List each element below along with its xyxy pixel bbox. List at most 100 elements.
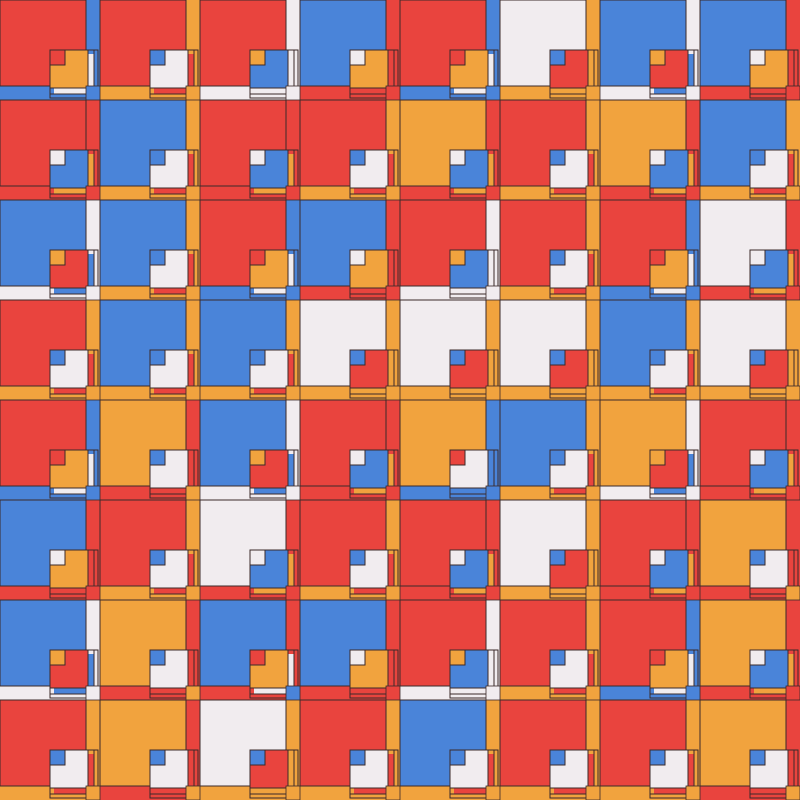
inset-outline [49, 549, 99, 599]
inset-outline [349, 649, 399, 699]
corner-square [149, 249, 166, 266]
corner-square [149, 449, 166, 466]
inset-outline [749, 449, 799, 499]
corner-square [549, 649, 566, 666]
corner-square [749, 549, 766, 566]
corner-square [649, 149, 666, 166]
edge-square [485, 85, 501, 101]
corner-square [449, 649, 466, 666]
inset-outline [249, 149, 299, 199]
corner-square [449, 49, 466, 66]
tile-square [699, 499, 787, 587]
inset-outline [749, 249, 799, 299]
corner-square [149, 349, 166, 366]
inset-outline [49, 449, 99, 499]
corner-square [349, 49, 366, 66]
edge-square [585, 785, 601, 800]
edge-square [685, 585, 701, 601]
inset-outline [349, 449, 399, 499]
corner-square [449, 549, 466, 566]
edge-square [85, 685, 101, 701]
edge-square [385, 785, 401, 800]
corner-square [49, 249, 66, 266]
inset-outline [249, 349, 299, 399]
edge-square [385, 585, 401, 601]
edge-square [385, 285, 401, 301]
edge-square [285, 785, 301, 800]
edge-square [585, 685, 601, 701]
inset-outline [549, 549, 599, 599]
edge-square [285, 185, 301, 201]
inset-outline [149, 349, 199, 399]
inset-outline [649, 49, 699, 99]
edge-square [785, 585, 800, 601]
corner-square [749, 649, 766, 666]
corner-square [349, 249, 366, 266]
corner-square [449, 149, 466, 166]
corner-square [49, 649, 66, 666]
corner-square [649, 349, 666, 366]
inset-outline [49, 649, 99, 699]
edge-square [585, 485, 601, 501]
edge-square [385, 85, 401, 101]
edge-square [385, 485, 401, 501]
edge-square [185, 685, 201, 701]
corner-square [349, 149, 366, 166]
inset-outline [549, 249, 599, 299]
inset-outline [549, 449, 599, 499]
corner-square [749, 249, 766, 266]
edge-square [185, 385, 201, 401]
edge-square [85, 285, 101, 301]
inset-outline [149, 449, 199, 499]
edge-square [485, 685, 501, 701]
inset-outline [649, 549, 699, 599]
corner-square [449, 349, 466, 366]
inset-outline [649, 349, 699, 399]
inset-outline [449, 649, 499, 699]
edge-square [85, 485, 101, 501]
corner-square [149, 149, 166, 166]
inset-outline [449, 349, 499, 399]
inset-outline [749, 49, 799, 99]
edge-square [685, 85, 701, 101]
corner-square [349, 649, 366, 666]
inset-outline [449, 49, 499, 99]
inset-outline [249, 249, 299, 299]
edge-square [285, 585, 301, 601]
corner-square [749, 749, 766, 766]
edge-square [585, 585, 601, 601]
edge-square [785, 485, 800, 501]
edge-square [85, 585, 101, 601]
inset-outline [149, 249, 199, 299]
corner-square [249, 449, 266, 466]
edge-square [285, 485, 301, 501]
inset-outline [149, 649, 199, 699]
inset-outline [49, 249, 99, 299]
inset-outline [49, 349, 99, 399]
edge-square [285, 85, 301, 101]
corner-square [549, 549, 566, 566]
inset-outline [449, 549, 499, 599]
corner-square [649, 49, 666, 66]
corner-square [649, 749, 666, 766]
inset-outline [649, 249, 699, 299]
inset-outline [449, 249, 499, 299]
corner-square [749, 449, 766, 466]
tile-square [199, 599, 287, 687]
inset-outline [549, 349, 599, 399]
inset-outline [249, 49, 299, 99]
edge-square [585, 185, 601, 201]
inset-outline [349, 149, 399, 199]
corner-square [549, 349, 566, 366]
corner-square [149, 549, 166, 566]
inset-outline [749, 649, 799, 699]
tile-square [99, 199, 187, 287]
edge-square [785, 85, 800, 101]
edge-square [785, 285, 800, 301]
edge-square [585, 385, 601, 401]
inset-outline [249, 449, 299, 499]
edge-square [785, 685, 800, 701]
edge-square [385, 185, 401, 201]
corner-square [149, 749, 166, 766]
corner-square [249, 49, 266, 66]
